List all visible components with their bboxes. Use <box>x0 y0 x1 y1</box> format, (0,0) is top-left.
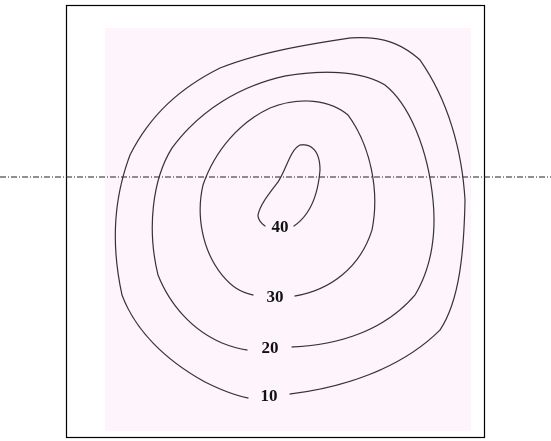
contour-40 <box>257 144 321 227</box>
contour-label: 40 <box>272 217 289 236</box>
contour-label: 20 <box>262 338 279 357</box>
contour-30 <box>199 100 376 297</box>
contour-label: 30 <box>267 287 284 306</box>
contour-10 <box>114 37 466 399</box>
contour-label: 10 <box>261 386 278 405</box>
contour-20 <box>151 71 435 351</box>
map-area <box>105 28 471 431</box>
frame <box>65 4 486 439</box>
